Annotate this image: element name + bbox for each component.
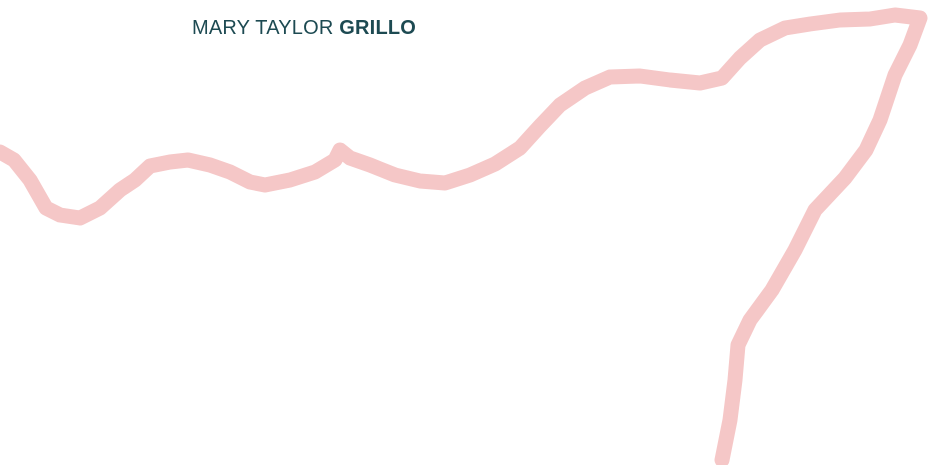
logo-first-name: MARY TAYLOR: [192, 17, 334, 39]
logo-last-name: GRILLO: [339, 17, 416, 39]
site-logo[interactable]: MARY TAYLOR GRILLO: [192, 17, 416, 40]
decorative-stroke: [0, 0, 938, 465]
pink-brush-line: [0, 15, 920, 460]
page: {"header": {"name_first": "MARY TAYLOR",…: [0, 0, 938, 465]
